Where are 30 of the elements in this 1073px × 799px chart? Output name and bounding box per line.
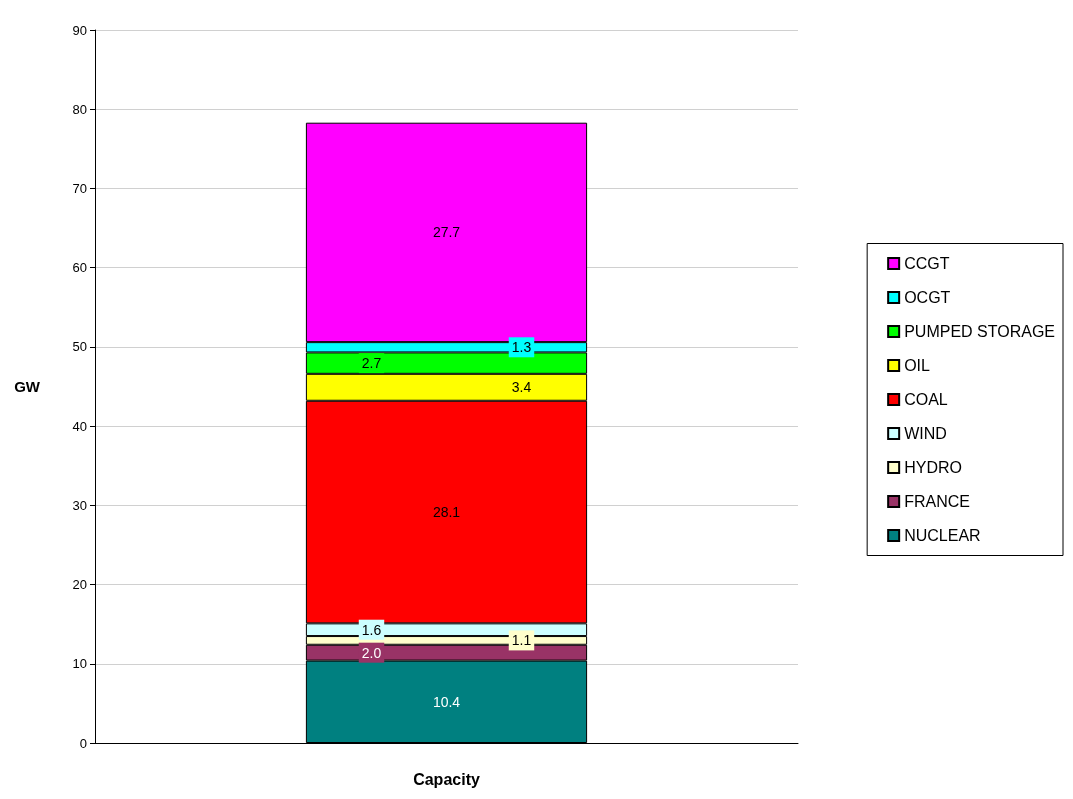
data-label: 28.1 xyxy=(432,504,461,521)
y-axis-title: GW xyxy=(14,378,41,395)
legend-label: COAL xyxy=(904,391,948,408)
y-tick-label: 10 xyxy=(72,656,87,672)
legend-label: HYDRO xyxy=(904,459,962,476)
data-label: 2.7 xyxy=(361,355,382,372)
data-label: 10.4 xyxy=(432,693,461,710)
data-label: 2.0 xyxy=(361,644,382,661)
y-tick-label: 80 xyxy=(72,101,87,117)
y-tick-label: 70 xyxy=(72,180,87,196)
y-tick-label: 30 xyxy=(72,497,87,513)
legend-label: NUCLEAR xyxy=(904,527,981,544)
data-label: 1.1 xyxy=(511,632,532,649)
y-tick-label: 90 xyxy=(72,22,87,38)
data-label: 1.6 xyxy=(361,621,382,638)
legend-label: OIL xyxy=(904,357,931,374)
y-tick-label: 60 xyxy=(72,260,87,276)
legend-label: CCGT xyxy=(904,255,950,272)
x-tick-label: Capacity xyxy=(413,770,480,788)
y-tick-label: 0 xyxy=(79,735,87,751)
legend-label: WIND xyxy=(904,425,947,442)
data-label: 3.4 xyxy=(511,379,532,396)
y-tick-label: 50 xyxy=(72,339,87,355)
legend-label: OCGT xyxy=(904,289,951,306)
legend-label: PUMPED STORAGE xyxy=(904,323,1055,340)
y-tick-label: 20 xyxy=(72,577,87,593)
data-label: 27.7 xyxy=(432,224,461,241)
legend-label: FRANCE xyxy=(904,493,970,510)
data-label: 1.3 xyxy=(511,339,532,356)
y-tick-label: 40 xyxy=(72,418,87,434)
